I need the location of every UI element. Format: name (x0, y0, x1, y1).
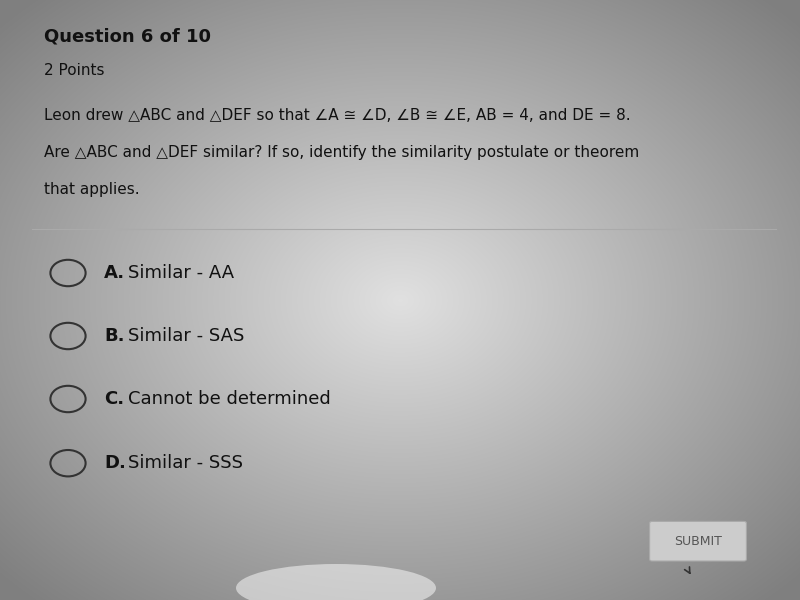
Text: C.: C. (104, 390, 124, 408)
Text: Question 6 of 10: Question 6 of 10 (44, 27, 211, 45)
Text: Cannot be determined: Cannot be determined (128, 390, 330, 408)
Ellipse shape (236, 564, 436, 600)
Text: Are △ABC and △DEF similar? If so, identify the similarity postulate or theorem: Are △ABC and △DEF similar? If so, identi… (44, 145, 639, 160)
Text: Leon drew △ABC and △DEF so that ∠A ≅ ∠D, ∠B ≅ ∠E, AB = 4, and DE = 8.: Leon drew △ABC and △DEF so that ∠A ≅ ∠D,… (44, 108, 630, 123)
FancyBboxPatch shape (650, 521, 746, 561)
Text: B.: B. (104, 327, 125, 345)
Text: Similar - SAS: Similar - SAS (128, 327, 244, 345)
Text: A.: A. (104, 264, 125, 282)
Text: 2 Points: 2 Points (44, 63, 105, 78)
Text: SUBMIT: SUBMIT (674, 535, 722, 548)
Text: Similar - SSS: Similar - SSS (128, 454, 243, 472)
Text: D.: D. (104, 454, 126, 472)
Text: that applies.: that applies. (44, 182, 140, 197)
Text: Similar - AA: Similar - AA (128, 264, 234, 282)
